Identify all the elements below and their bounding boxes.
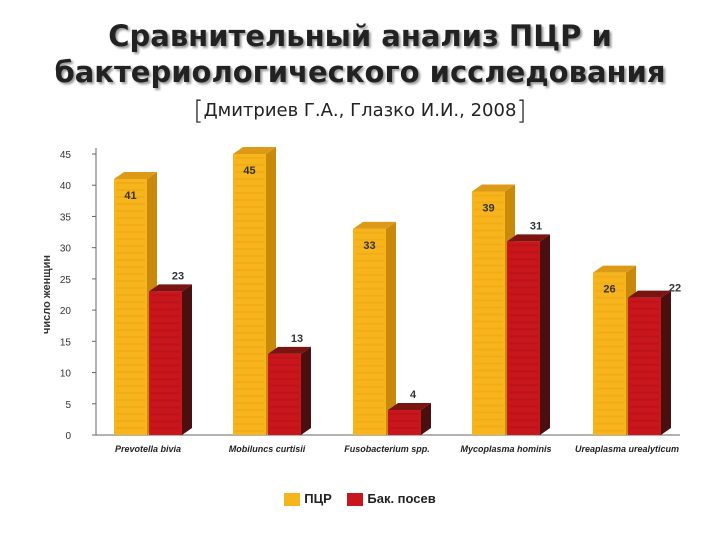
data-label-pcr: 41 xyxy=(124,190,136,202)
legend-swatch-culture xyxy=(347,493,364,507)
title-line-2: бактериологического исследования xyxy=(54,55,666,89)
y-tick-label: 0 xyxy=(65,431,71,442)
bar-top-culture-3 xyxy=(507,234,550,242)
bar-culture-0 xyxy=(149,291,182,435)
bar-side-culture-1 xyxy=(301,346,311,435)
bar-top-culture-1 xyxy=(268,346,311,354)
y-tick-label: 15 xyxy=(60,337,72,348)
citation: [Дмитриев Г.А., Глазко И.И., 2008] xyxy=(193,96,527,126)
bar-top-culture-4 xyxy=(628,290,671,298)
legend-label-pcr: ПЦР xyxy=(304,491,332,507)
bar-top-pcr-4 xyxy=(593,265,636,273)
data-label-pcr: 45 xyxy=(243,165,255,177)
x-tick-label: Mobiluncs curtisii xyxy=(229,444,306,454)
bar-culture-1 xyxy=(268,353,301,435)
x-tick-label: Ureaplasma urealyticum xyxy=(575,444,679,454)
x-tick-label: Fusobacterium spp. xyxy=(344,444,430,454)
bar-side-pcr-2 xyxy=(386,221,396,435)
title-line-1: Сравнительный анализ ПЦР и xyxy=(108,19,612,53)
bar-pcr-3 xyxy=(472,191,505,435)
x-tick-label: Prevotella bivia xyxy=(115,444,181,454)
legend-swatch-pcr xyxy=(284,493,301,507)
y-tick-label: 10 xyxy=(60,369,72,380)
chart-title: Сравнительный анализ ПЦР и бактериологич… xyxy=(0,18,720,90)
data-label-pcr: 33 xyxy=(363,240,375,252)
legend-item-pcr: ПЦР xyxy=(284,491,332,507)
y-tick-label: 30 xyxy=(60,244,72,255)
bar-top-culture-0 xyxy=(149,284,192,292)
legend-item-culture: Бак. посев xyxy=(347,491,436,507)
x-tick-label: Mycoplasma hominis xyxy=(460,444,551,454)
data-label-culture: 31 xyxy=(530,220,542,232)
y-axis-label: число женщин xyxy=(41,255,53,334)
citation-text: Дмитриев Г.А., Глазко И.И., 2008 xyxy=(203,100,517,121)
y-tick-label: 45 xyxy=(60,150,72,161)
bar-side-culture-0 xyxy=(182,284,192,435)
y-tick-label: 5 xyxy=(65,400,71,411)
bar-side-culture-3 xyxy=(540,234,550,435)
bar-side-culture-4 xyxy=(661,290,671,435)
bar-top-pcr-0 xyxy=(114,171,157,179)
bar-culture-4 xyxy=(628,297,661,435)
bar-pcr-2 xyxy=(353,228,386,435)
data-label-culture: 22 xyxy=(669,283,681,295)
legend-label-culture: Бак. посев xyxy=(367,491,436,507)
bar-side-culture-2 xyxy=(421,403,431,435)
bar-top-culture-2 xyxy=(388,403,431,411)
bar-top-pcr-1 xyxy=(233,147,276,154)
y-tick-label: 25 xyxy=(60,275,72,286)
bar-pcr-1 xyxy=(233,154,266,435)
data-label-culture: 23 xyxy=(172,270,184,282)
y-tick-label: 35 xyxy=(60,212,72,223)
y-tick-label: 40 xyxy=(60,181,72,192)
legend: ПЦР Бак. посев xyxy=(0,490,720,507)
data-label-culture: 4 xyxy=(410,389,417,401)
y-tick-label: 20 xyxy=(60,306,72,317)
bar-top-pcr-2 xyxy=(353,221,396,229)
bar-top-pcr-3 xyxy=(472,184,515,192)
data-label-pcr: 39 xyxy=(482,202,494,214)
data-label-culture: 13 xyxy=(291,333,303,345)
data-label-pcr: 26 xyxy=(603,284,615,296)
